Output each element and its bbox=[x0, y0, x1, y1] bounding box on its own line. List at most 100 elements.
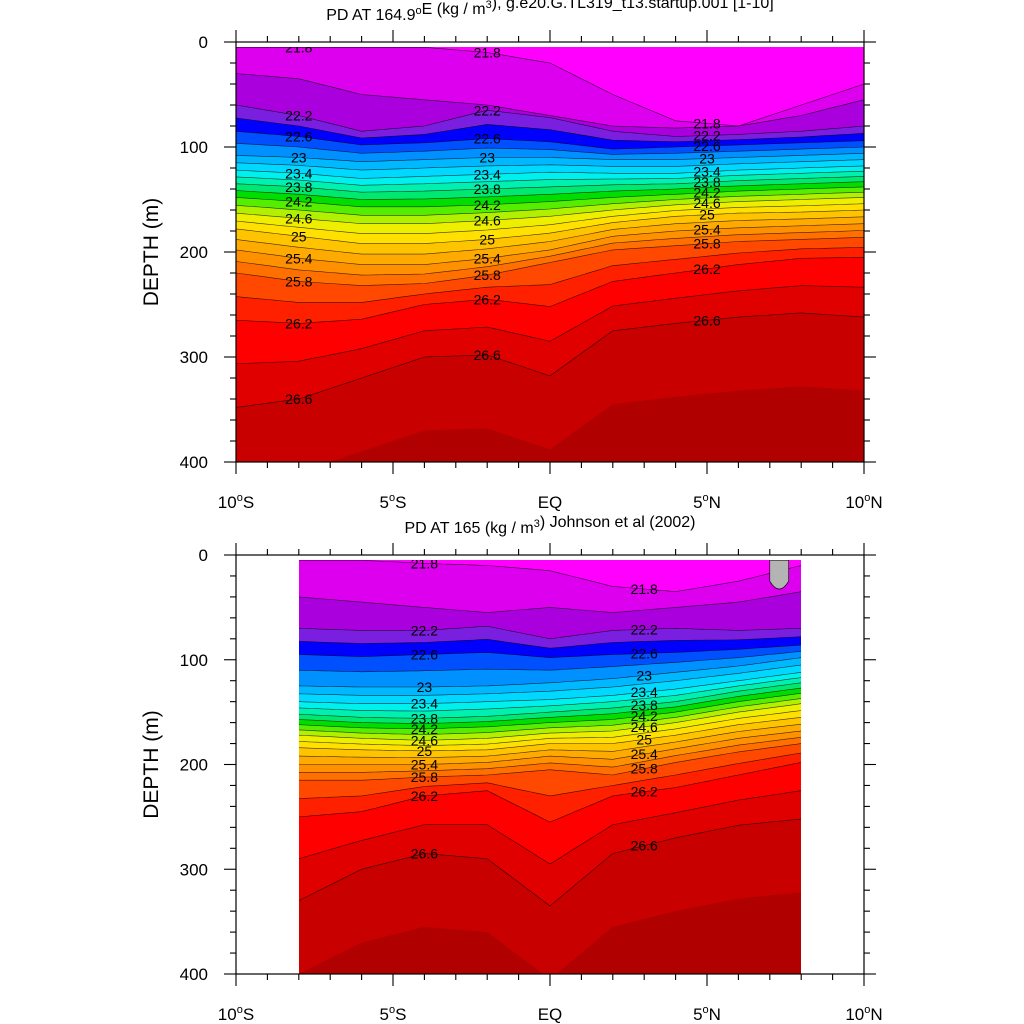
contour-line bbox=[299, 717, 801, 752]
contour-label: 24.2 bbox=[693, 185, 720, 201]
contour-line bbox=[299, 703, 801, 741]
contour-label: 25.4 bbox=[285, 250, 312, 266]
contour-line bbox=[236, 176, 864, 193]
contour-label: 22.6 bbox=[631, 645, 658, 661]
contour-line bbox=[236, 170, 864, 186]
contour-line bbox=[236, 104, 864, 137]
density-band bbox=[299, 892, 801, 974]
chart-title: PD AT 165 (kg / m3) Johnson et al (2002) bbox=[404, 514, 695, 537]
contour-line bbox=[236, 186, 864, 208]
contour-label: 24.6 bbox=[631, 719, 658, 735]
contour-label: 25.8 bbox=[693, 236, 720, 252]
contour-label: 26.2 bbox=[474, 291, 501, 307]
x-tick-label: 10oN bbox=[845, 1004, 882, 1024]
x-tick-label: 10oN bbox=[845, 492, 882, 512]
contour-line bbox=[299, 723, 801, 759]
contour-label: 23.4 bbox=[285, 165, 312, 181]
contour-line bbox=[299, 657, 801, 688]
contour-label: 26.2 bbox=[411, 788, 438, 804]
contour-line bbox=[299, 560, 801, 593]
contour-label: 21.8 bbox=[285, 39, 312, 55]
y-tick-label: 100 bbox=[180, 138, 208, 157]
contour-label: 22.6 bbox=[474, 131, 501, 147]
contour-label: 24.2 bbox=[631, 708, 658, 724]
y-tick-label: 300 bbox=[180, 860, 208, 879]
x-tick-label: 10oS bbox=[218, 1004, 254, 1024]
contour-line bbox=[299, 790, 801, 865]
contour-label: 23.4 bbox=[474, 166, 501, 182]
y-axis-title: DEPTH (m) bbox=[140, 710, 163, 819]
y-tick-label: 100 bbox=[180, 651, 208, 670]
contour-label: 25.8 bbox=[631, 761, 658, 777]
contour-line bbox=[236, 223, 864, 265]
contour-line bbox=[236, 159, 864, 171]
contour-label: 24.6 bbox=[411, 732, 438, 748]
contour-label: 25 bbox=[479, 231, 495, 247]
contour-line bbox=[236, 247, 864, 303]
contour-label: 24.6 bbox=[693, 195, 720, 211]
missing-data-patch bbox=[769, 560, 789, 590]
contour-line bbox=[236, 216, 864, 255]
contour-line bbox=[299, 698, 801, 735]
contour-line bbox=[236, 257, 864, 324]
contour-label: 21.8 bbox=[474, 45, 501, 61]
contour-label: 25 bbox=[636, 731, 652, 747]
contour-line bbox=[236, 131, 864, 150]
contour-label: 23.8 bbox=[474, 181, 501, 197]
contour-label: 23.8 bbox=[285, 179, 312, 195]
contour-line bbox=[299, 636, 801, 649]
y-tick-label: 300 bbox=[180, 348, 208, 367]
contour-label: 21.8 bbox=[631, 581, 658, 597]
contour-label: 25.4 bbox=[693, 221, 720, 237]
contour-line bbox=[299, 672, 801, 704]
contour-line bbox=[236, 237, 864, 286]
contour-line bbox=[299, 677, 801, 712]
y-tick-label: 0 bbox=[199, 546, 208, 565]
contour-label: 21.8 bbox=[693, 115, 720, 131]
contour-label: 23 bbox=[636, 667, 652, 683]
contour-label: 23 bbox=[479, 150, 495, 166]
contour-line bbox=[299, 625, 801, 640]
contour-line bbox=[236, 153, 864, 163]
contour-label: 23 bbox=[699, 151, 715, 167]
contour-label: 25 bbox=[291, 228, 307, 244]
contour-label: 23.8 bbox=[631, 697, 658, 713]
contour-label: 22.6 bbox=[411, 647, 438, 663]
contour-label: 24.6 bbox=[474, 213, 501, 229]
x-tick-label: 10oS bbox=[218, 492, 254, 512]
contour-label: 26.2 bbox=[693, 261, 720, 277]
contour-line bbox=[299, 710, 801, 746]
contour-label: 25.4 bbox=[474, 250, 501, 266]
x-tick-label: 5oS bbox=[380, 492, 407, 512]
y-tick-label: 200 bbox=[180, 756, 208, 775]
contour-label: 22.2 bbox=[631, 621, 658, 637]
y-tick-label: 400 bbox=[180, 965, 208, 984]
contour-label: 24.2 bbox=[285, 194, 312, 210]
contour-label: 23.8 bbox=[693, 174, 720, 190]
contour-line bbox=[299, 651, 801, 673]
contour-label: 23.4 bbox=[411, 696, 438, 712]
contour-label: 21.8 bbox=[411, 555, 438, 571]
contour-label: 22.2 bbox=[693, 127, 720, 143]
contour-label: 22.6 bbox=[693, 138, 720, 154]
contour-label: 26.6 bbox=[474, 347, 501, 363]
contour-label: 24.2 bbox=[411, 721, 438, 737]
contour-line bbox=[236, 165, 864, 179]
contour-label: 25.4 bbox=[631, 746, 658, 762]
contour-line bbox=[236, 209, 864, 244]
contour-label: 25.4 bbox=[411, 757, 438, 773]
y-tick-label: 0 bbox=[199, 33, 208, 52]
density-field: 21.821.822.2 22.222.6 22.6232323.423.423.8… bbox=[299, 555, 801, 974]
density-field: 21.8 21.821.822.2 22.222.222.6 22.6 22.623 23… bbox=[236, 39, 864, 462]
x-tick-label: EQ bbox=[538, 1005, 563, 1024]
contour-line bbox=[299, 591, 801, 613]
contour-label: 22.2 bbox=[411, 622, 438, 638]
contour-line bbox=[236, 285, 864, 365]
contour-label: 26.6 bbox=[411, 846, 438, 862]
contour-line bbox=[299, 818, 801, 907]
density-band bbox=[236, 386, 864, 462]
contour-line bbox=[299, 737, 801, 773]
contour-label: 26.2 bbox=[631, 784, 658, 800]
contour-line bbox=[236, 47, 864, 127]
